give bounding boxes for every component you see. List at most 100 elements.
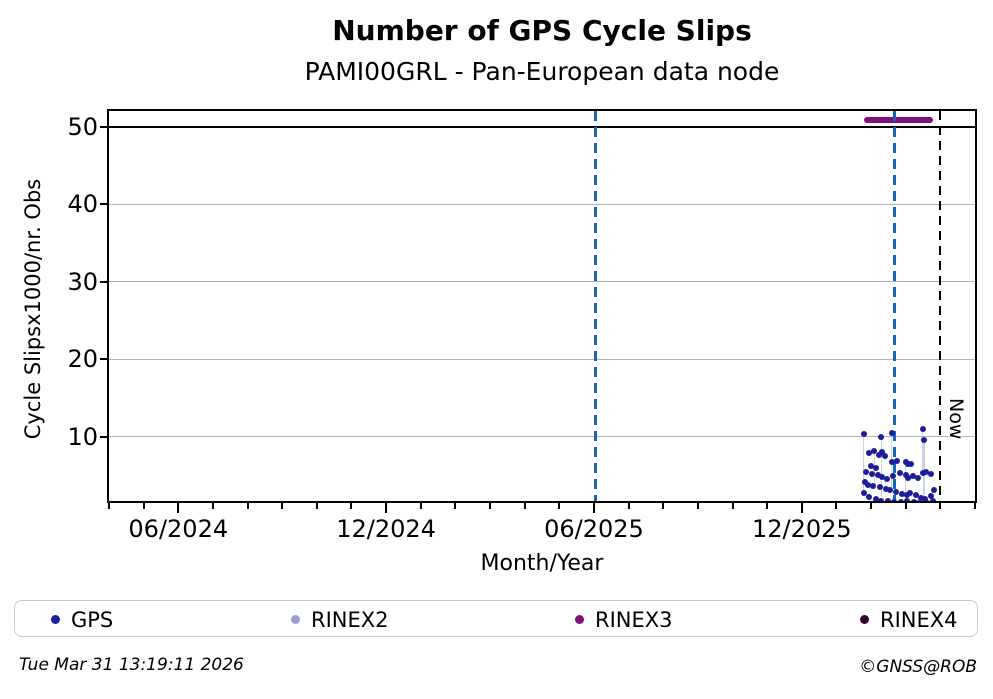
gps-point: [893, 489, 900, 496]
x-axis-tick-major: [800, 503, 803, 513]
x-axis-tick-minor: [489, 503, 492, 509]
day-range-stem: [880, 436, 882, 501]
day-range-stem: [922, 428, 924, 473]
gps-point: [915, 475, 922, 482]
gps-point: [860, 490, 867, 497]
gps-point: [896, 469, 903, 476]
x-axis-tick-minor: [974, 503, 976, 509]
y-gridline: [109, 436, 975, 438]
y-tick-label: 20: [67, 345, 98, 373]
gps-point: [871, 448, 878, 455]
max-clip-line: [109, 125, 975, 128]
x-axis-tick-minor: [835, 503, 838, 509]
marker-line-blue: [593, 111, 597, 501]
x-axis-tick-minor: [108, 503, 110, 509]
y-tick-label: 50: [67, 112, 98, 141]
gps-point: [924, 500, 931, 501]
gps-point: [882, 486, 889, 493]
gps-point: [879, 449, 886, 455]
gps-point: [898, 490, 905, 497]
gps-point: [890, 498, 897, 501]
footer-timestamp: Tue Mar 31 13:19:11 2026: [19, 655, 244, 675]
gps-point: [872, 465, 879, 472]
gps-point: [927, 471, 934, 478]
gps-point: [917, 494, 924, 501]
chart-title: Number of GPS Cycle Slips: [332, 14, 752, 47]
gps-point: [879, 473, 886, 480]
gps-point: [866, 449, 873, 456]
gps-point: [931, 486, 938, 493]
x-axis-tick-minor: [142, 503, 145, 509]
gps-point: [888, 459, 895, 466]
now-line-label: Now: [944, 398, 967, 440]
x-axis-tick-minor: [939, 503, 942, 509]
gps-point: [930, 497, 937, 501]
gps-point: [904, 475, 911, 482]
gps-point: [887, 486, 894, 493]
footer-credit: ©GNSS@ROB: [859, 657, 977, 677]
y-gridline: [109, 203, 975, 205]
day-range-stem: [863, 434, 865, 494]
legend-item-rinex3: RINEX3: [575, 601, 673, 638]
x-axis-tick-minor: [766, 503, 769, 509]
gps-point: [908, 460, 915, 467]
y-tick-label: 40: [67, 190, 98, 218]
gps-point: [894, 457, 901, 464]
x-axis-tick-minor: [315, 503, 318, 509]
x-axis-tick-minor: [627, 503, 630, 509]
y-axis-tick: [100, 435, 108, 438]
x-axis-tick-minor: [904, 503, 907, 509]
legend-item-rinex4: RINEX4: [860, 601, 958, 638]
gps-point: [876, 452, 883, 459]
gps-point: [877, 483, 884, 490]
x-axis-tick-minor: [696, 503, 699, 509]
y-axis-tick: [100, 203, 108, 205]
y-axis-tick: [100, 358, 108, 360]
rinex3-marker-icon: [575, 615, 584, 624]
x-tick-label: 06/2025: [544, 515, 644, 543]
x-axis-tick-major: [592, 503, 595, 513]
gps-point: [922, 495, 929, 501]
legend-label-rinex2: RINEX2: [311, 607, 389, 632]
gps-point: [878, 433, 885, 440]
gps-point: [904, 461, 911, 468]
gps-point: [884, 476, 890, 483]
x-axis-tick-minor: [419, 503, 422, 509]
y-gridline: [109, 358, 975, 360]
y-axis-tick: [100, 125, 108, 128]
gps-point: [907, 490, 914, 497]
x-axis-tick-major: [177, 503, 180, 513]
x-axis-tick-minor: [281, 503, 284, 509]
gps-point: [903, 497, 910, 501]
rinex3-availability-bar: [863, 117, 934, 124]
x-axis-tick-minor: [523, 503, 526, 509]
x-axis-tick-minor: [246, 503, 249, 509]
gps-marker-icon: [51, 615, 60, 624]
gps-point: [866, 493, 873, 500]
rinex4-marker-icon: [860, 615, 869, 624]
y-gridline: [109, 281, 975, 283]
x-axis-label: Month/Year: [480, 551, 604, 576]
now-line: [938, 111, 941, 501]
legend-item-gps: GPS: [51, 601, 113, 638]
gps-point: [902, 472, 909, 479]
gps-point: [861, 479, 868, 486]
y-tick-label: 30: [67, 267, 98, 296]
gps-point: [919, 425, 926, 432]
x-axis-tick-minor: [558, 503, 561, 509]
y-axis-tick: [100, 280, 108, 283]
gps-point: [870, 483, 877, 490]
gps-point: [920, 436, 927, 443]
x-axis-tick-minor: [662, 503, 665, 509]
gps-point: [868, 462, 875, 469]
gps-point: [865, 481, 872, 488]
gps-point: [881, 452, 888, 459]
plot-area: Now: [107, 109, 977, 503]
legend-box: GPS RINEX2 RINEX3 RINEX4: [14, 600, 978, 637]
x-axis-tick-minor: [454, 503, 457, 509]
gps-point: [903, 492, 910, 499]
chart-subtitle: PAMI00GRL - Pan-European data node: [304, 57, 780, 86]
legend-label-rinex3: RINEX3: [595, 607, 673, 632]
gps-point: [912, 492, 919, 499]
gps-point: [923, 469, 930, 476]
